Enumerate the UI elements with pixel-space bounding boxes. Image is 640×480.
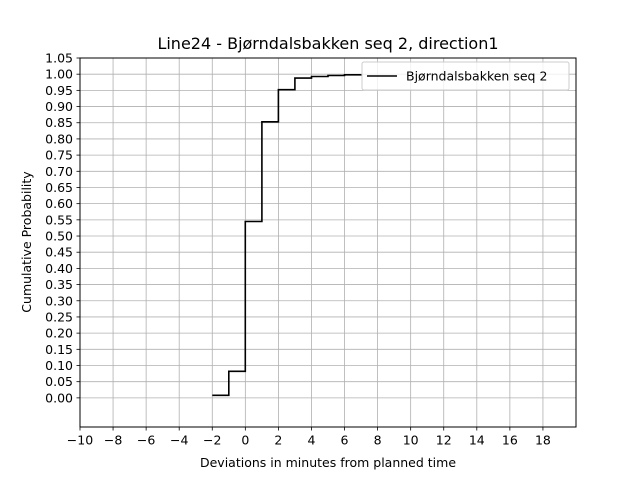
y-tick-label: 0.35 [45,277,73,292]
x-tick-label: 14 [469,433,485,448]
y-tick-label: 1.00 [45,67,73,82]
x-tick-label: −4 [170,433,188,448]
y-tick-label: 0.45 [45,245,73,260]
y-tick-label: 0.25 [45,309,73,324]
y-tick-label: 0.10 [45,358,73,373]
y-tick-label: 0.85 [45,115,73,130]
x-tick-label: 8 [374,433,382,448]
y-tick-label: 0.80 [45,131,73,146]
x-axis-label: Deviations in minutes from planned time [200,455,456,470]
y-axis: 0.000.050.100.150.20 0.250.300.350.400.45… [45,51,80,405]
y-tick-label: 0.90 [45,99,73,114]
y-tick-label: 1.05 [45,51,73,66]
chart-title: Line24 - Bjørndalsbakken seq 2, directio… [157,34,498,53]
y-tick-label: 0.95 [45,83,73,98]
x-tick-label: 6 [341,433,349,448]
y-tick-label: 0.15 [45,342,73,357]
plot-frame [79,57,577,428]
y-tick-label: 0.30 [45,293,73,308]
legend-label: Bjørndalsbakken seq 2 [406,69,547,84]
x-tick-label: 12 [436,433,452,448]
x-tick-label: −10 [67,433,93,448]
x-tick-label: 4 [307,433,315,448]
y-tick-label: 0.20 [45,326,73,341]
y-tick-label: 0.75 [45,148,73,163]
x-tick-label: 16 [502,433,518,448]
legend-box [361,61,570,91]
y-tick-label: 0.50 [45,229,73,244]
y-tick-label: 0.70 [45,164,73,179]
series-layer [212,74,362,397]
x-tick-label: −6 [137,433,155,448]
y-tick-label: 0.65 [45,180,73,195]
x-tick-label: 18 [535,433,551,448]
x-tick-label: −2 [203,433,221,448]
y-tick-label: 0.55 [45,212,73,227]
y-tick-label: 0.60 [45,196,73,211]
y-axis-label: Cumulative Probability [19,171,34,313]
x-tick-label: 2 [274,433,282,448]
series-step-line [212,74,362,397]
x-tick-label: −8 [104,433,122,448]
x-tick-label: 10 [403,433,419,448]
x-tick-label: 0 [241,433,249,448]
y-tick-label: 0.05 [45,374,73,389]
x-axis: −10 −8 −6 −4 −2 0 2 4 6 8 10 12 14 16 18 [67,427,551,448]
legend: Bjørndalsbakken seq 2 [361,61,570,91]
y-tick-label: 0.00 [45,390,73,405]
y-tick-label: 0.40 [45,261,73,276]
